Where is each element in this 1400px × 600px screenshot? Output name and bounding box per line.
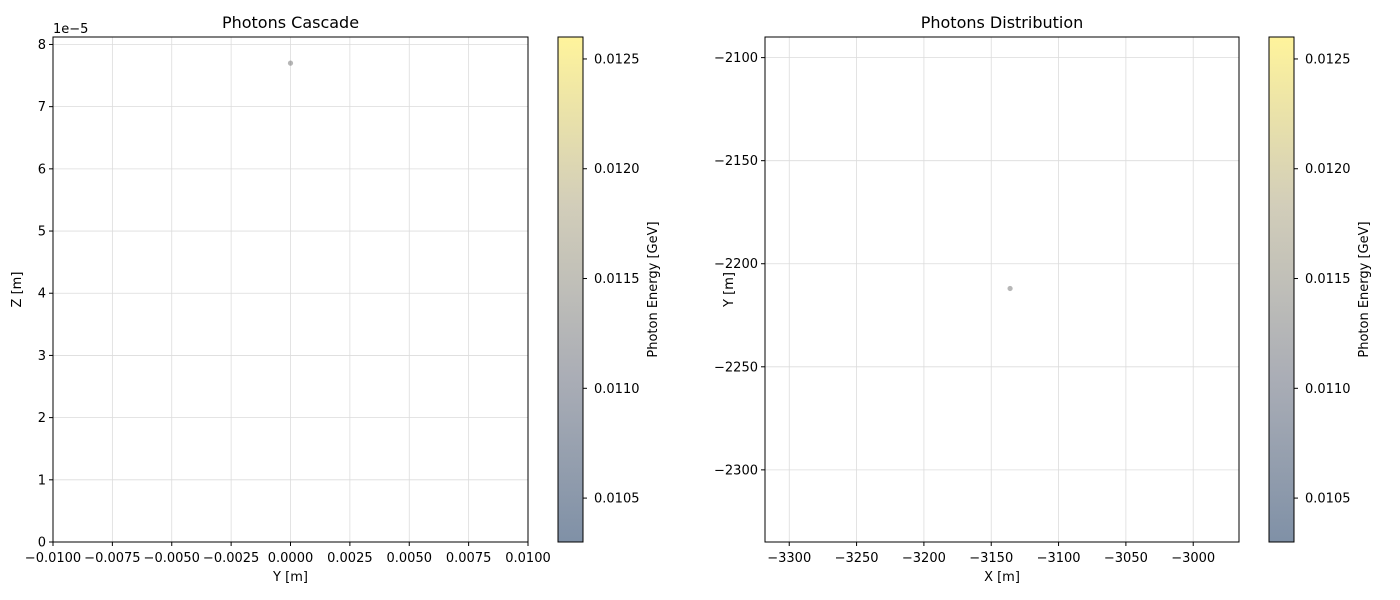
- colorbar-tick-label: 0.0105: [594, 492, 640, 507]
- y-tick-label: 6: [38, 162, 46, 177]
- y-tick-label: 8: [38, 38, 46, 53]
- photon-point: [287, 60, 294, 66]
- colorbar-tick-label: 0.0120: [594, 162, 640, 177]
- photons-cascade-chart: −0.0100 −0.0075 −0.0050 −0.0025 0.0000 0.0025…: [10, 13, 661, 585]
- y-tick-label: −2100: [714, 51, 758, 66]
- colorbar-gradient: [557, 36, 584, 543]
- chart-title: Photons Distribution: [921, 13, 1084, 32]
- colorbar-tick-label: 0.0115: [594, 272, 640, 287]
- x-axis-ticks: −3300 −3250 −3200 −3150 −3100 −3050 −3000: [767, 542, 1215, 566]
- scatter-points: [1007, 285, 1013, 292]
- x-axis-label: X [m]: [984, 570, 1020, 585]
- colorbar-tick-label: 0.0105: [1305, 492, 1351, 507]
- y-tick-label: 1: [38, 473, 46, 488]
- y-tick-label: 7: [38, 100, 46, 115]
- x-axis-label: Y [m]: [272, 570, 308, 585]
- y-tick-label: 2: [38, 411, 46, 426]
- y-tick-label: −2250: [714, 360, 758, 375]
- y-tick-label: −2200: [714, 257, 758, 272]
- x-tick-label: −0.0075: [84, 551, 140, 566]
- colorbar-gradient: [1268, 36, 1295, 543]
- x-tick-label: −3100: [1037, 551, 1081, 566]
- colorbar-label: Photon Energy [GeV]: [1357, 221, 1372, 357]
- y-tick-label: −2150: [714, 154, 758, 169]
- colorbar-label: Photon Energy [GeV]: [646, 221, 661, 357]
- colorbar-ticks: 0.0105 0.0110 0.0115 0.0120 0.0125: [583, 52, 640, 507]
- chart-title: Photons Cascade: [222, 13, 359, 32]
- y-tick-label: 4: [38, 287, 46, 302]
- y-axis-label: Y [m]: [722, 272, 737, 308]
- colorbar-tick-label: 0.0115: [1305, 272, 1351, 287]
- x-tick-label: 0.0075: [446, 551, 492, 566]
- colorbar-ticks: 0.0105 0.0110 0.0115 0.0120 0.0125: [1294, 52, 1351, 507]
- x-tick-label: 0.0000: [268, 551, 314, 566]
- photons-distribution-chart: −3300 −3250 −3200 −3150 −3100 −3050 −3000 −230…: [714, 13, 1372, 585]
- x-axis-ticks: −0.0100 −0.0075 −0.0050 −0.0025 0.0000 0.0025…: [25, 542, 551, 566]
- x-tick-label: −3300: [767, 551, 811, 566]
- y-tick-label: 5: [38, 225, 46, 240]
- y-tick-label: 3: [38, 349, 46, 364]
- grid-lines: [52, 37, 529, 543]
- scatter-points: [287, 60, 294, 66]
- grid-lines: [765, 37, 1239, 542]
- x-tick-label: −0.0100: [25, 551, 81, 566]
- colorbar: 0.0105 0.0110 0.0115 0.0120 0.0125 Photon En…: [1268, 36, 1372, 543]
- y-tick-label: 0: [38, 536, 46, 551]
- y-axis-ticks: 0 1 2 3 4 5 6 7 8: [38, 38, 53, 551]
- x-tick-label: −0.0025: [203, 551, 259, 566]
- y-tick-label: −2300: [714, 463, 758, 478]
- x-tick-label: −3150: [969, 551, 1013, 566]
- x-tick-label: 0.0100: [505, 551, 551, 566]
- x-tick-label: −3250: [835, 551, 879, 566]
- x-tick-label: −3200: [902, 551, 946, 566]
- x-tick-label: −3050: [1104, 551, 1148, 566]
- colorbar-tick-label: 0.0120: [1305, 162, 1351, 177]
- y-axis-offset-text: 1e−5: [53, 22, 88, 37]
- y-axis-ticks: −2300 −2250 −2200 −2150 −2100: [714, 51, 765, 478]
- colorbar-tick-label: 0.0125: [1305, 52, 1351, 67]
- y-axis-label: Z [m]: [10, 272, 25, 308]
- colorbar-tick-label: 0.0110: [1305, 382, 1351, 397]
- x-tick-label: 0.0050: [387, 551, 433, 566]
- x-tick-label: −3000: [1171, 551, 1215, 566]
- photon-point: [1007, 285, 1013, 292]
- colorbar: 0.0105 0.0110 0.0115 0.0120 0.0125 Photon En…: [557, 36, 661, 543]
- x-tick-label: −0.0050: [144, 551, 200, 566]
- x-tick-label: 0.0025: [327, 551, 373, 566]
- colorbar-tick-label: 0.0110: [594, 382, 640, 397]
- colorbar-tick-label: 0.0125: [594, 52, 640, 67]
- plot-frame: [764, 36, 1240, 543]
